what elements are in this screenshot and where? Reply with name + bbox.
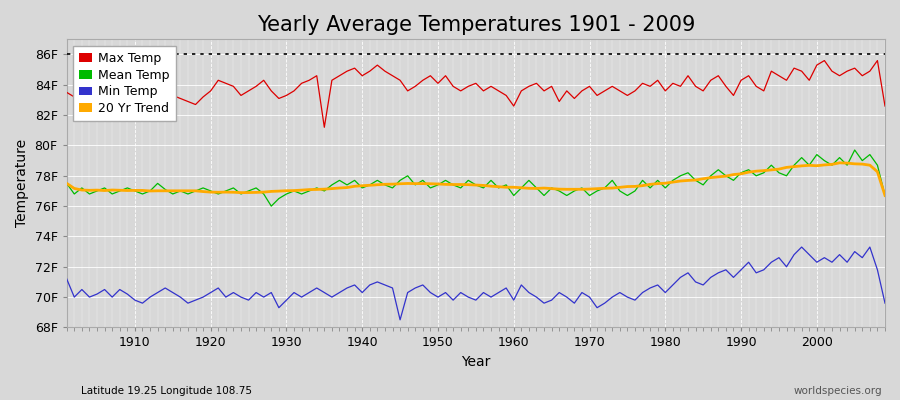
Title: Yearly Average Temperatures 1901 - 2009: Yearly Average Temperatures 1901 - 2009 xyxy=(256,15,695,35)
Text: Latitude 19.25 Longitude 108.75: Latitude 19.25 Longitude 108.75 xyxy=(81,386,252,396)
Y-axis label: Temperature: Temperature xyxy=(15,139,29,228)
X-axis label: Year: Year xyxy=(461,355,491,369)
Legend: Max Temp, Mean Temp, Min Temp, 20 Yr Trend: Max Temp, Mean Temp, Min Temp, 20 Yr Tre… xyxy=(73,46,176,121)
Text: worldspecies.org: worldspecies.org xyxy=(794,386,882,396)
